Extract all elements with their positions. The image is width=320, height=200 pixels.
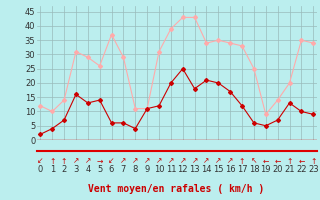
Text: ↗: ↗ bbox=[203, 156, 210, 166]
Text: ↑: ↑ bbox=[310, 156, 316, 166]
Text: 9: 9 bbox=[145, 164, 150, 173]
Text: ↙: ↙ bbox=[37, 156, 44, 166]
Text: ↗: ↗ bbox=[191, 156, 198, 166]
Text: 23: 23 bbox=[308, 164, 318, 173]
Text: 14: 14 bbox=[201, 164, 212, 173]
Text: 3: 3 bbox=[73, 164, 79, 173]
Text: ↗: ↗ bbox=[132, 156, 139, 166]
Text: 8: 8 bbox=[132, 164, 138, 173]
Text: 0: 0 bbox=[38, 164, 43, 173]
Text: 6: 6 bbox=[109, 164, 114, 173]
Text: ↗: ↗ bbox=[180, 156, 186, 166]
Text: ↗: ↗ bbox=[84, 156, 91, 166]
Text: ←: ← bbox=[263, 156, 269, 166]
Text: 22: 22 bbox=[296, 164, 307, 173]
Text: ↗: ↗ bbox=[168, 156, 174, 166]
Text: ↑: ↑ bbox=[49, 156, 55, 166]
Text: 21: 21 bbox=[284, 164, 295, 173]
Text: Vent moyen/en rafales ( km/h ): Vent moyen/en rafales ( km/h ) bbox=[88, 184, 264, 194]
Text: 12: 12 bbox=[178, 164, 188, 173]
Text: ↙: ↙ bbox=[108, 156, 115, 166]
Text: 18: 18 bbox=[249, 164, 259, 173]
Text: 10: 10 bbox=[154, 164, 164, 173]
Text: 17: 17 bbox=[237, 164, 247, 173]
Text: 7: 7 bbox=[121, 164, 126, 173]
Text: ↑: ↑ bbox=[61, 156, 67, 166]
Text: ↗: ↗ bbox=[144, 156, 150, 166]
Text: ↗: ↗ bbox=[120, 156, 127, 166]
Text: 11: 11 bbox=[166, 164, 176, 173]
Text: ↖: ↖ bbox=[251, 156, 257, 166]
Text: →: → bbox=[97, 156, 103, 166]
Text: 20: 20 bbox=[272, 164, 283, 173]
Text: ←: ← bbox=[275, 156, 281, 166]
Text: 5: 5 bbox=[97, 164, 102, 173]
Text: ↗: ↗ bbox=[215, 156, 221, 166]
Text: ↗: ↗ bbox=[73, 156, 79, 166]
Text: ↑: ↑ bbox=[286, 156, 293, 166]
Text: 2: 2 bbox=[61, 164, 67, 173]
Text: ↑: ↑ bbox=[239, 156, 245, 166]
Text: ↗: ↗ bbox=[227, 156, 233, 166]
Text: 15: 15 bbox=[213, 164, 224, 173]
Text: ←: ← bbox=[298, 156, 305, 166]
Text: ↗: ↗ bbox=[156, 156, 162, 166]
Text: 13: 13 bbox=[189, 164, 200, 173]
Text: 4: 4 bbox=[85, 164, 91, 173]
Text: 16: 16 bbox=[225, 164, 236, 173]
Text: 1: 1 bbox=[50, 164, 55, 173]
Text: 19: 19 bbox=[260, 164, 271, 173]
